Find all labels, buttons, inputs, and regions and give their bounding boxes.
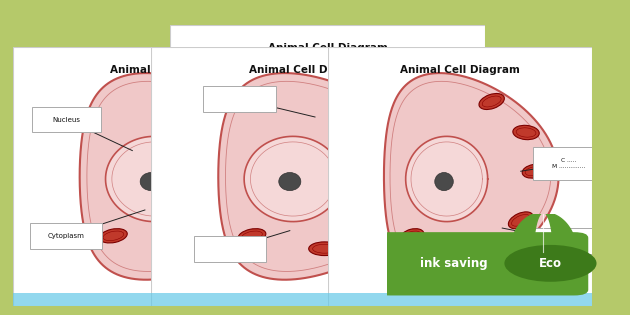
Ellipse shape (513, 125, 539, 140)
FancyBboxPatch shape (13, 47, 328, 306)
FancyBboxPatch shape (375, 232, 588, 295)
FancyBboxPatch shape (226, 82, 285, 104)
FancyBboxPatch shape (170, 25, 485, 284)
FancyBboxPatch shape (532, 147, 604, 180)
Text: Animal Cell Diagram: Animal Cell Diagram (268, 43, 387, 53)
Ellipse shape (238, 229, 266, 243)
Text: Animal Cell Diagram: Animal Cell Diagram (110, 65, 230, 75)
Polygon shape (263, 114, 360, 199)
Ellipse shape (367, 212, 396, 229)
Polygon shape (384, 73, 559, 280)
Ellipse shape (479, 94, 505, 110)
Ellipse shape (331, 94, 362, 110)
FancyBboxPatch shape (151, 293, 466, 306)
Ellipse shape (100, 229, 127, 243)
Ellipse shape (508, 212, 533, 229)
FancyBboxPatch shape (13, 293, 328, 306)
Ellipse shape (244, 164, 272, 178)
FancyBboxPatch shape (367, 236, 440, 262)
FancyBboxPatch shape (151, 47, 466, 306)
Polygon shape (510, 212, 576, 252)
Polygon shape (106, 136, 203, 221)
FancyBboxPatch shape (194, 236, 266, 262)
Ellipse shape (328, 220, 359, 233)
Ellipse shape (228, 212, 257, 229)
FancyBboxPatch shape (328, 47, 592, 306)
Ellipse shape (298, 151, 320, 169)
Text: Mitochondria: Mitochondria (244, 112, 279, 117)
Text: Nucleus: Nucleus (52, 117, 80, 123)
Text: Cytoplasm: Cytoplasm (48, 233, 84, 239)
Ellipse shape (193, 94, 223, 110)
Ellipse shape (460, 242, 486, 255)
Polygon shape (79, 73, 287, 280)
Ellipse shape (372, 125, 403, 140)
FancyBboxPatch shape (170, 271, 485, 284)
Ellipse shape (257, 207, 285, 221)
Ellipse shape (522, 164, 546, 178)
Ellipse shape (233, 125, 265, 140)
FancyBboxPatch shape (30, 223, 102, 249)
Ellipse shape (386, 190, 415, 207)
Polygon shape (237, 51, 445, 258)
Polygon shape (406, 136, 488, 221)
Polygon shape (218, 73, 426, 280)
Ellipse shape (140, 173, 163, 191)
FancyBboxPatch shape (328, 293, 592, 306)
Ellipse shape (350, 72, 381, 88)
Text: C .....
M ..............: C ..... M .............. (552, 158, 585, 169)
FancyBboxPatch shape (532, 228, 604, 254)
Text: Eco: Eco (539, 257, 562, 270)
Text: M ..............: M .............. (552, 238, 585, 243)
Ellipse shape (278, 173, 301, 191)
FancyBboxPatch shape (386, 156, 459, 181)
Ellipse shape (401, 229, 424, 243)
Circle shape (505, 245, 597, 282)
FancyBboxPatch shape (389, 98, 449, 119)
FancyBboxPatch shape (32, 107, 101, 133)
Ellipse shape (402, 142, 430, 156)
Polygon shape (244, 136, 341, 221)
Ellipse shape (435, 173, 454, 191)
FancyBboxPatch shape (203, 86, 276, 112)
Text: Nucleus: Nucleus (243, 90, 267, 95)
Ellipse shape (309, 242, 340, 255)
Ellipse shape (383, 164, 411, 178)
Text: Animal Cell Diagram: Animal Cell Diagram (249, 65, 369, 75)
Ellipse shape (391, 103, 422, 117)
Ellipse shape (170, 242, 202, 255)
FancyBboxPatch shape (226, 104, 298, 126)
Text: Animal Cell Diagram: Animal Cell Diagram (400, 65, 520, 75)
Text: ink saving: ink saving (420, 257, 488, 270)
